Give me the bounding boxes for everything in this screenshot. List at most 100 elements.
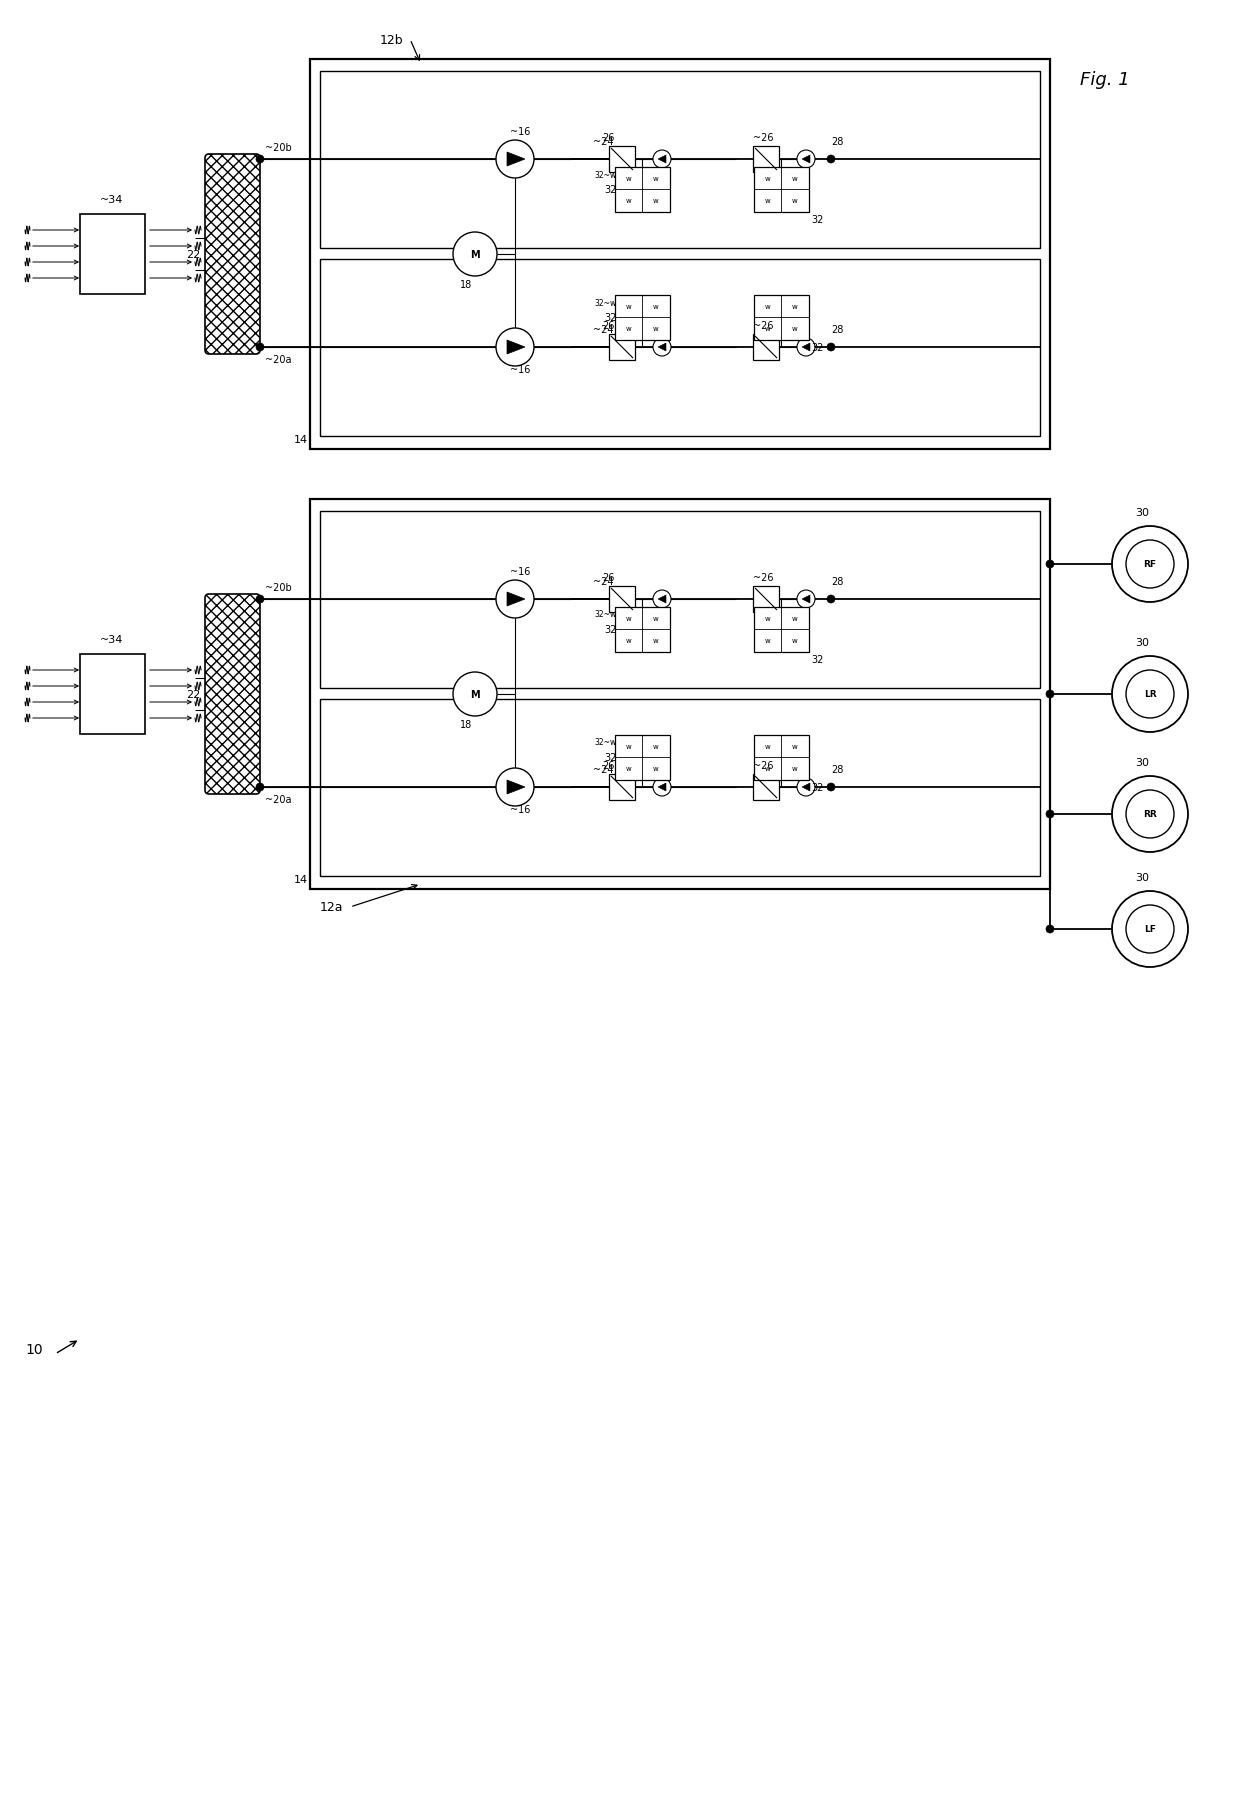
Text: 14: 14 (294, 435, 308, 444)
Text: w: w (792, 765, 797, 773)
Text: w: w (764, 303, 770, 310)
Text: 32: 32 (811, 655, 823, 664)
Text: 26: 26 (601, 134, 614, 143)
Text: ~24: ~24 (593, 325, 614, 334)
Text: 32~w: 32~w (595, 298, 618, 307)
Text: w: w (764, 637, 770, 644)
Text: 32: 32 (811, 783, 823, 792)
Text: ~34: ~34 (100, 195, 124, 206)
Text: ~16: ~16 (510, 805, 531, 814)
Circle shape (255, 343, 264, 352)
Text: ~16: ~16 (510, 567, 531, 576)
Text: 22: 22 (186, 690, 200, 700)
Bar (320, 700, 1040, 877)
Text: w: w (764, 744, 770, 749)
Text: w: w (792, 199, 797, 204)
Text: w: w (792, 327, 797, 332)
Bar (320, 72, 1040, 249)
Polygon shape (658, 155, 666, 164)
Text: Fig. 1: Fig. 1 (1080, 70, 1130, 88)
Text: 22: 22 (186, 249, 200, 260)
Text: ~24: ~24 (593, 137, 614, 146)
Bar (753, 146, 779, 173)
Text: RF: RF (1143, 560, 1157, 569)
Text: w: w (653, 327, 658, 332)
Circle shape (797, 152, 815, 170)
Circle shape (496, 769, 534, 807)
Circle shape (1126, 542, 1174, 588)
Bar (320, 511, 1040, 690)
Circle shape (797, 339, 815, 357)
Circle shape (453, 673, 497, 717)
Text: 10: 10 (25, 1343, 42, 1356)
Text: LR: LR (1143, 690, 1157, 699)
Text: ~16: ~16 (510, 126, 531, 137)
Text: 32: 32 (605, 184, 618, 195)
Text: 18: 18 (460, 720, 472, 729)
Bar (754, 735, 808, 780)
Polygon shape (658, 596, 666, 603)
Bar (753, 587, 779, 612)
Text: 32: 32 (605, 312, 618, 323)
Polygon shape (658, 783, 666, 792)
Circle shape (1047, 926, 1054, 933)
Circle shape (1126, 671, 1174, 718)
Circle shape (797, 778, 815, 796)
Polygon shape (802, 155, 810, 164)
Text: w: w (625, 175, 631, 182)
Polygon shape (658, 343, 666, 352)
Circle shape (1112, 776, 1188, 852)
Circle shape (1126, 906, 1174, 953)
Text: w: w (625, 327, 631, 332)
Text: w: w (653, 637, 658, 644)
Text: w: w (764, 175, 770, 182)
Bar (609, 146, 635, 173)
Polygon shape (802, 783, 810, 792)
Bar (310, 500, 1050, 890)
Text: 32~w: 32~w (595, 610, 618, 619)
Text: w: w (792, 637, 797, 644)
Bar (615, 296, 670, 341)
Bar (609, 334, 635, 361)
Polygon shape (802, 596, 810, 603)
Text: w: w (625, 744, 631, 749)
FancyBboxPatch shape (205, 155, 260, 356)
Text: w: w (653, 175, 658, 182)
Bar (81, 655, 145, 735)
Text: ~26: ~26 (753, 572, 774, 583)
Text: 32: 32 (605, 625, 618, 635)
Bar (81, 215, 145, 294)
Text: w: w (764, 199, 770, 204)
Text: 28: 28 (831, 765, 843, 774)
Bar (754, 606, 808, 652)
Polygon shape (802, 343, 810, 352)
Polygon shape (507, 780, 525, 794)
Text: ~20a: ~20a (265, 794, 291, 805)
Text: RR: RR (1143, 810, 1157, 819)
Circle shape (827, 343, 835, 352)
Bar (753, 334, 779, 361)
Text: w: w (625, 616, 631, 621)
Polygon shape (507, 153, 525, 166)
Text: ~26: ~26 (753, 760, 774, 771)
Text: w: w (625, 637, 631, 644)
Text: ~20b: ~20b (265, 583, 291, 592)
Text: 32~w: 32~w (595, 738, 618, 747)
Circle shape (453, 233, 497, 276)
Bar (320, 260, 1040, 437)
Bar (310, 60, 1050, 449)
Circle shape (827, 783, 835, 792)
Circle shape (496, 329, 534, 366)
Text: w: w (764, 765, 770, 773)
Text: ~20a: ~20a (265, 356, 291, 365)
Text: w: w (792, 616, 797, 621)
Text: M: M (470, 249, 480, 260)
Text: 14: 14 (294, 874, 308, 884)
Circle shape (653, 152, 671, 170)
Text: w: w (764, 327, 770, 332)
Text: w: w (792, 744, 797, 749)
Circle shape (797, 590, 815, 608)
Bar (609, 774, 635, 801)
Bar (615, 168, 670, 213)
Text: ~26: ~26 (753, 321, 774, 330)
